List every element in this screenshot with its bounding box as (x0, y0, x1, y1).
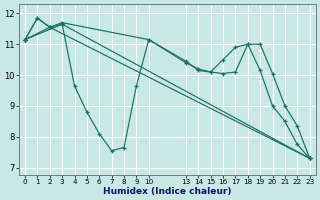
X-axis label: Humidex (Indice chaleur): Humidex (Indice chaleur) (103, 187, 232, 196)
